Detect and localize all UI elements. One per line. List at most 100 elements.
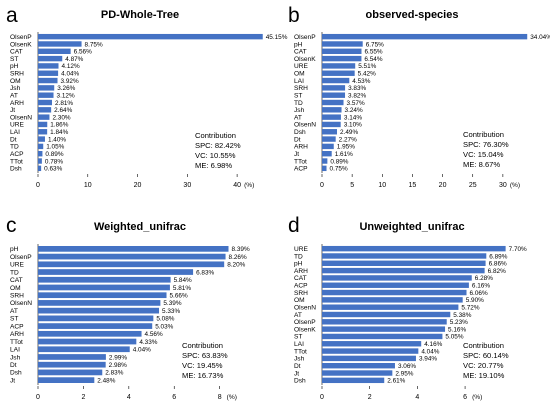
category-label: OM bbox=[294, 71, 305, 78]
data-label: 2.83% bbox=[105, 370, 123, 377]
category-label: ARH bbox=[10, 331, 24, 338]
category-label: pH bbox=[294, 41, 303, 48]
data-label: 0.89% bbox=[45, 151, 63, 158]
data-label: 4.33% bbox=[139, 339, 157, 346]
category-label: URE bbox=[10, 122, 25, 129]
category-label: URE bbox=[294, 63, 309, 70]
bar bbox=[322, 165, 327, 172]
category-label: Dsh bbox=[294, 378, 306, 385]
x-tick-label: 0 bbox=[36, 182, 40, 189]
category-label: Dt bbox=[10, 362, 17, 369]
data-label: 3.12% bbox=[57, 92, 75, 99]
data-label: 0.78% bbox=[45, 158, 63, 165]
data-label: 8.39% bbox=[232, 246, 250, 253]
contribution-line: SPC: 76.30% bbox=[463, 140, 509, 149]
x-unit-label: (%) bbox=[244, 182, 254, 189]
data-label: 5.16% bbox=[448, 326, 466, 333]
bar bbox=[322, 41, 363, 47]
bar bbox=[38, 315, 154, 322]
bar bbox=[322, 48, 362, 54]
bar bbox=[322, 304, 459, 310]
data-label: 5.72% bbox=[461, 304, 479, 311]
category-label: AT bbox=[10, 92, 18, 99]
category-label: SRH bbox=[294, 85, 308, 92]
category-label: OM bbox=[294, 297, 305, 304]
bar bbox=[38, 48, 71, 54]
data-label: 6.86% bbox=[489, 261, 507, 268]
contribution-line: SPC: 82.42% bbox=[195, 141, 241, 150]
data-label: 5.39% bbox=[163, 300, 181, 307]
bar bbox=[322, 99, 344, 106]
bar bbox=[38, 121, 48, 128]
category-label: LAI bbox=[294, 341, 304, 348]
data-label: 5.33% bbox=[162, 308, 180, 315]
bar bbox=[322, 92, 346, 98]
category-label: ACP bbox=[294, 166, 308, 173]
category-label: OlsenK bbox=[294, 56, 316, 63]
category-label: Jsh bbox=[10, 354, 21, 361]
category-label: Dsh bbox=[294, 129, 306, 136]
category-label: TD bbox=[294, 253, 303, 260]
data-label: 8.20% bbox=[227, 262, 245, 269]
bar bbox=[322, 311, 451, 318]
x-tick-label: 40 bbox=[233, 182, 241, 189]
category-label: OlsenN bbox=[10, 114, 32, 121]
category-label: OlsenK bbox=[294, 326, 316, 333]
contribution-line: VC: 10.55% bbox=[195, 151, 236, 160]
x-unit-label: (%) bbox=[227, 394, 237, 401]
bar bbox=[322, 129, 338, 135]
data-label: 4.16% bbox=[424, 341, 442, 348]
data-label: 5.08% bbox=[156, 316, 174, 323]
contribution-heading: Contribution bbox=[195, 131, 236, 140]
data-label: 3.94% bbox=[419, 356, 437, 363]
bar bbox=[322, 253, 487, 259]
data-label: 5.03% bbox=[155, 323, 173, 330]
category-label: URE bbox=[10, 262, 25, 269]
x-tick-label: 15 bbox=[409, 182, 417, 189]
category-label: OlsenN bbox=[294, 122, 316, 129]
data-label: 2.48% bbox=[97, 377, 115, 384]
category-label: TD bbox=[10, 144, 19, 151]
bar bbox=[322, 55, 362, 62]
data-label: 2.81% bbox=[55, 100, 73, 107]
contribution-line: ME: 8.67% bbox=[463, 160, 500, 169]
chart-title: Weighted_unifrac bbox=[94, 221, 186, 233]
category-label: AT bbox=[10, 308, 18, 315]
contribution-heading: Contribution bbox=[182, 341, 223, 350]
category-label: TTot bbox=[294, 158, 307, 165]
bar bbox=[38, 77, 58, 84]
x-tick-label: 30 bbox=[499, 182, 507, 189]
category-label: Jt bbox=[294, 151, 299, 158]
bar bbox=[38, 246, 229, 252]
chart-title: observed-species bbox=[366, 9, 459, 21]
bar bbox=[38, 63, 59, 69]
data-label: 6.75% bbox=[366, 41, 384, 48]
data-label: 3.26% bbox=[57, 85, 75, 92]
bar bbox=[38, 338, 137, 345]
bar bbox=[322, 260, 486, 266]
bar bbox=[38, 377, 95, 383]
data-label: 7.70% bbox=[509, 246, 527, 253]
category-label: ARH bbox=[294, 144, 308, 151]
data-label: 6.82% bbox=[488, 268, 506, 275]
contribution-line: ME: 19.10% bbox=[463, 371, 505, 380]
data-label: 1.95% bbox=[337, 144, 355, 151]
panel-label: c bbox=[6, 214, 17, 237]
data-label: 4.04% bbox=[421, 348, 439, 355]
data-label: 3.83% bbox=[348, 85, 366, 92]
category-label: OlsenP bbox=[10, 254, 32, 261]
bar bbox=[38, 41, 82, 47]
x-tick-label: 8 bbox=[218, 394, 222, 401]
bar bbox=[322, 245, 506, 252]
bar bbox=[322, 70, 355, 76]
category-label: pH bbox=[10, 63, 19, 70]
category-label: OM bbox=[10, 285, 21, 292]
data-label: 5.23% bbox=[450, 319, 468, 326]
category-label: SRH bbox=[10, 292, 24, 299]
contribution-line: VC: 19.45% bbox=[182, 361, 223, 370]
bar bbox=[38, 269, 194, 275]
bar bbox=[38, 292, 167, 299]
contribution-line: SPC: 60.14% bbox=[463, 351, 509, 360]
category-label: Jsh bbox=[294, 356, 305, 363]
